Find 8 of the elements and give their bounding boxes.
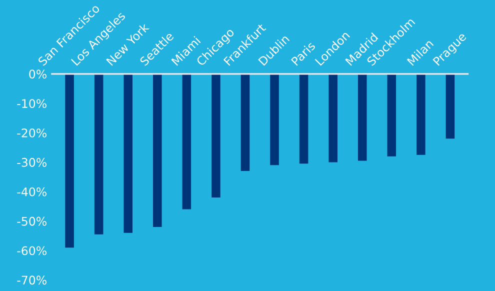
- y-tick-label: -70%: [17, 276, 46, 285]
- y-tick-label: 0%: [29, 70, 46, 79]
- y-tick-label: -20%: [17, 128, 46, 138]
- y-tick-label: -30%: [17, 158, 46, 167]
- y-tick-label: -40%: [17, 187, 46, 196]
- y-tick-label: -60%: [17, 246, 46, 256]
- y-tick-label: -50%: [17, 216, 46, 226]
- y-tick-label: -10%: [17, 99, 46, 108]
